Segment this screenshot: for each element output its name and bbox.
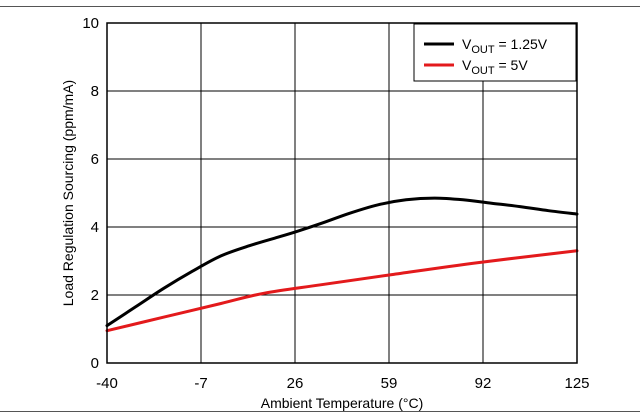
legend-label-main: V [462, 57, 472, 73]
plot-frame [106, 22, 578, 364]
y-tick-label: 8 [91, 83, 99, 100]
y-tick-label: 2 [91, 287, 99, 304]
x-tick-label: 125 [564, 375, 589, 392]
y-tick-label: 4 [91, 219, 99, 236]
legend-label-sub: OUT [471, 44, 495, 56]
series-line-1 [105, 196, 579, 328]
x-axis-title: Ambient Temperature (°C) [261, 395, 424, 411]
x-tick-label: -40 [96, 375, 118, 392]
legend-box [413, 23, 577, 82]
legend-label-rest: = 1.25V [495, 36, 548, 52]
x-tick-labels: -40 -7 26 59 92 125 [96, 375, 589, 392]
x-tick-label: -7 [194, 375, 207, 392]
series-line-2 [105, 249, 579, 333]
x-tick-label: 26 [287, 375, 304, 392]
grid-lines [107, 23, 577, 363]
legend-label-main: V [462, 36, 472, 52]
y-axis-title: Load Regulation Sourcing (ppm/mA) [60, 80, 76, 306]
legend-label-rest: = 5V [495, 57, 529, 73]
y-tick-label: 10 [82, 15, 99, 32]
y-tick-label: 0 [91, 355, 99, 372]
series-layer [105, 196, 579, 333]
legend-label-sub: OUT [471, 65, 495, 77]
legend-label: VOUT = 5V [462, 57, 528, 77]
y-tick-label: 6 [91, 151, 99, 168]
x-tick-label: 59 [381, 375, 398, 392]
legend-label: VOUT = 1.25V [462, 36, 548, 56]
y-tick-labels: 0 2 4 6 8 10 [82, 15, 99, 372]
x-tick-label: 92 [475, 375, 492, 392]
